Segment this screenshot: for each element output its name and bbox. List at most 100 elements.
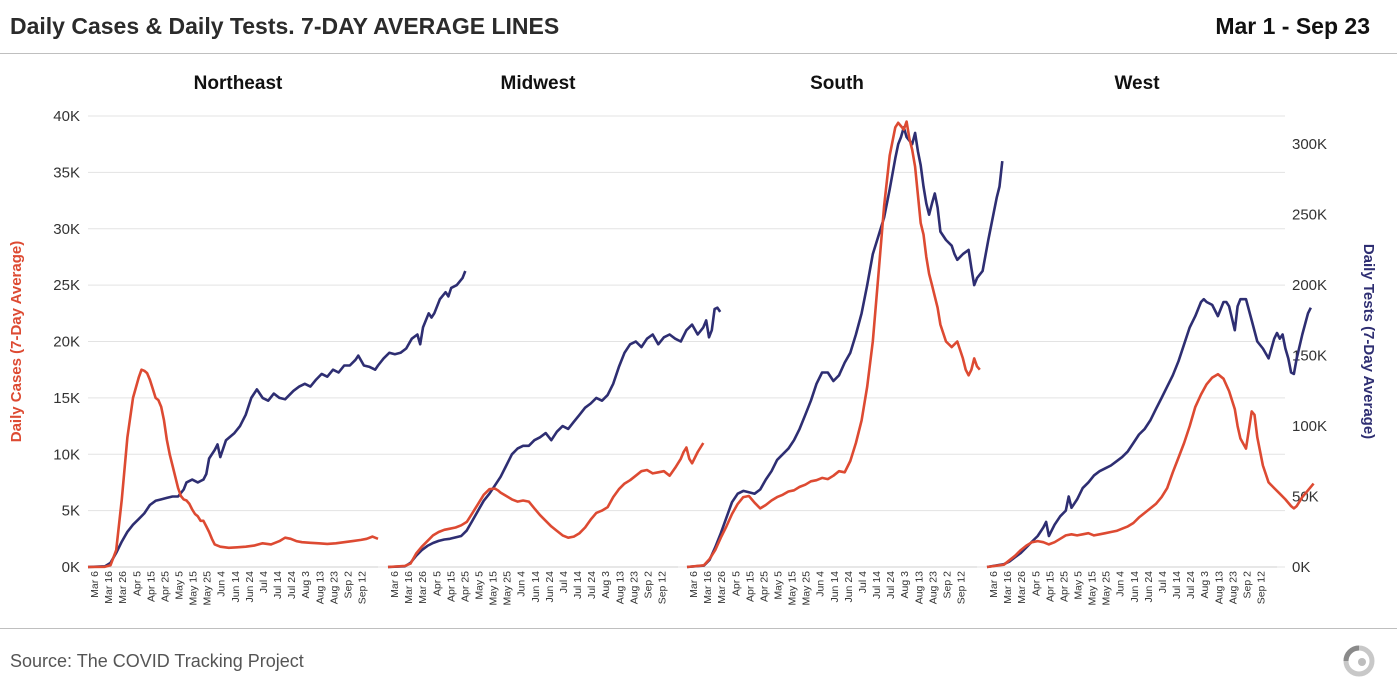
x-tick-label: Apr 15	[1044, 571, 1056, 602]
x-tick-label: Jul 14	[572, 571, 584, 599]
source-note: Source: The COVID Tracking Project	[10, 651, 304, 671]
y-right-tick-label: 100K	[1292, 418, 1327, 435]
tests-line	[87, 270, 467, 569]
y-left-tick-label: 35K	[53, 164, 80, 181]
x-tick-label: Jun 4	[516, 571, 528, 597]
y-left-tick-label: 0K	[62, 559, 80, 576]
tests-line	[387, 306, 722, 569]
x-tick-label: Sep 12	[357, 571, 369, 604]
x-tick-label: Mar 16	[1002, 571, 1014, 604]
y-right-tick-label: 150K	[1292, 348, 1327, 365]
x-tick-label: Sep 12	[1256, 571, 1268, 604]
x-tick-label: Mar 6	[988, 571, 1000, 598]
y-right-tick-label: 300K	[1292, 136, 1327, 153]
x-tick-label: Sep 2	[941, 571, 953, 599]
x-tick-label: Jul 4	[1157, 571, 1169, 593]
x-tick-label: Apr 25	[159, 571, 171, 602]
x-tick-label: May 25	[801, 571, 813, 606]
x-tick-label: Mar 26	[1016, 571, 1028, 604]
x-tick-label: Aug 23	[1227, 571, 1239, 604]
x-tick-label: Apr 15	[145, 571, 157, 602]
x-tick-label: Mar 16	[702, 571, 714, 604]
x-tick-label: Aug 13	[1213, 571, 1225, 604]
y-left-tick-label: 20K	[53, 334, 80, 351]
x-tick-label: Aug 13	[913, 571, 925, 604]
y-right-tick-label: 250K	[1292, 207, 1327, 224]
x-tick-label: Aug 3	[600, 571, 612, 599]
x-tick-label: Mar 16	[403, 571, 415, 604]
x-tick-label: Aug 23	[628, 571, 640, 604]
x-tick-label: Jun 24	[1143, 571, 1155, 603]
x-tick-label: Mar 26	[417, 571, 429, 604]
y-left-tick-label: 15K	[53, 390, 80, 407]
x-tick-label: Apr 25	[459, 571, 471, 602]
x-tick-label: Jul 14	[1171, 571, 1183, 599]
y-left-tick-label: 5K	[62, 503, 80, 520]
x-tick-label: Jun 14	[230, 571, 242, 603]
cases-line	[87, 368, 379, 569]
x-tick-label: Jun 24	[544, 571, 556, 603]
x-tick-label: Apr 15	[744, 571, 756, 602]
y-left-tick-label: 30K	[53, 221, 80, 238]
x-tick-label: Mar 26	[716, 571, 728, 604]
x-tick-label: Sep 2	[642, 571, 654, 599]
date-range: Mar 1 - Sep 23	[1215, 13, 1370, 39]
x-tick-label: Mar 16	[103, 571, 115, 604]
x-tick-label: Jun 14	[829, 571, 841, 603]
x-tick-label: Sep 2	[342, 571, 354, 599]
x-tick-label: Jul 4	[258, 571, 270, 593]
y-right-tick-label: 50K	[1292, 489, 1319, 506]
chart-footer: Source: The COVID Tracking Project	[0, 628, 1397, 688]
chart-header: Daily Cases & Daily Tests. 7-DAY AVERAGE…	[0, 0, 1397, 54]
x-tick-label: Mar 6	[688, 571, 700, 598]
x-tick-label: Sep 2	[1241, 571, 1253, 599]
x-tick-label: May 15	[1087, 571, 1099, 606]
panel-title: Northeast	[194, 73, 283, 94]
panel-title: West	[1114, 73, 1160, 94]
chart-area: 0K 5K 10K 15K 20K 25K 30K 35K 40K 0K 50K 100K 150K 20…	[8, 73, 1377, 606]
x-tick-label: May 5	[773, 571, 785, 600]
x-tick-label: Jul 14	[871, 571, 883, 599]
x-tick-label: Apr 5	[1030, 571, 1042, 596]
x-tick-label: May 5	[1073, 571, 1085, 600]
covid-tracking-project-logo-icon	[1343, 645, 1375, 682]
panel-title: Midwest	[501, 73, 577, 94]
panel-title: South	[810, 73, 864, 94]
tests-line	[686, 126, 1004, 569]
x-tick-label: Jul 24	[885, 571, 897, 599]
x-tick-label: Jun 4	[216, 571, 228, 597]
x-tick-label: Apr 5	[730, 571, 742, 596]
x-tick-label: May 15	[787, 571, 799, 606]
x-tick-label: Jul 4	[558, 571, 570, 593]
x-tick-label: Apr 5	[131, 571, 143, 596]
y-right-axis-label: Daily Tests (7-Day Average)	[1360, 244, 1377, 439]
x-tick-label: Jun 24	[843, 571, 855, 603]
x-tick-label: Jul 24	[586, 571, 598, 599]
y-left-tick-label: 40K	[53, 108, 80, 125]
x-tick-label: May 25	[1101, 571, 1113, 606]
x-tick-label: May 15	[188, 571, 200, 606]
x-tick-label: Aug 3	[1199, 571, 1211, 599]
y-right-tick-label: 200K	[1292, 277, 1327, 294]
x-tick-label: Aug 13	[614, 571, 626, 604]
x-tick-label: Jun 4	[815, 571, 827, 597]
y-right-tick-label: 0K	[1292, 559, 1310, 576]
y-left-tick-label: 25K	[53, 277, 80, 294]
x-tick-label: May 5	[474, 571, 486, 600]
x-tick-label: Jun 4	[1115, 571, 1127, 597]
x-tick-label: Jul 24	[1185, 571, 1197, 599]
x-tick-label: Jul 4	[857, 571, 869, 593]
cases-line	[686, 120, 981, 569]
x-tick-label: Jun 14	[530, 571, 542, 603]
x-tick-label: Aug 3	[899, 571, 911, 599]
x-tick-label: Apr 5	[431, 571, 443, 596]
x-tick-label: Aug 23	[927, 571, 939, 604]
x-tick-label: Mar 6	[389, 571, 401, 598]
tests-line	[986, 297, 1312, 569]
x-tick-label: Apr 15	[445, 571, 457, 602]
x-tick-label: Aug 13	[314, 571, 326, 604]
x-tick-label: Jun 14	[1129, 571, 1141, 603]
x-tick-label: Jul 14	[272, 571, 284, 599]
y-left-tick-label: 10K	[53, 446, 80, 463]
x-tick-label: May 5	[174, 571, 186, 600]
